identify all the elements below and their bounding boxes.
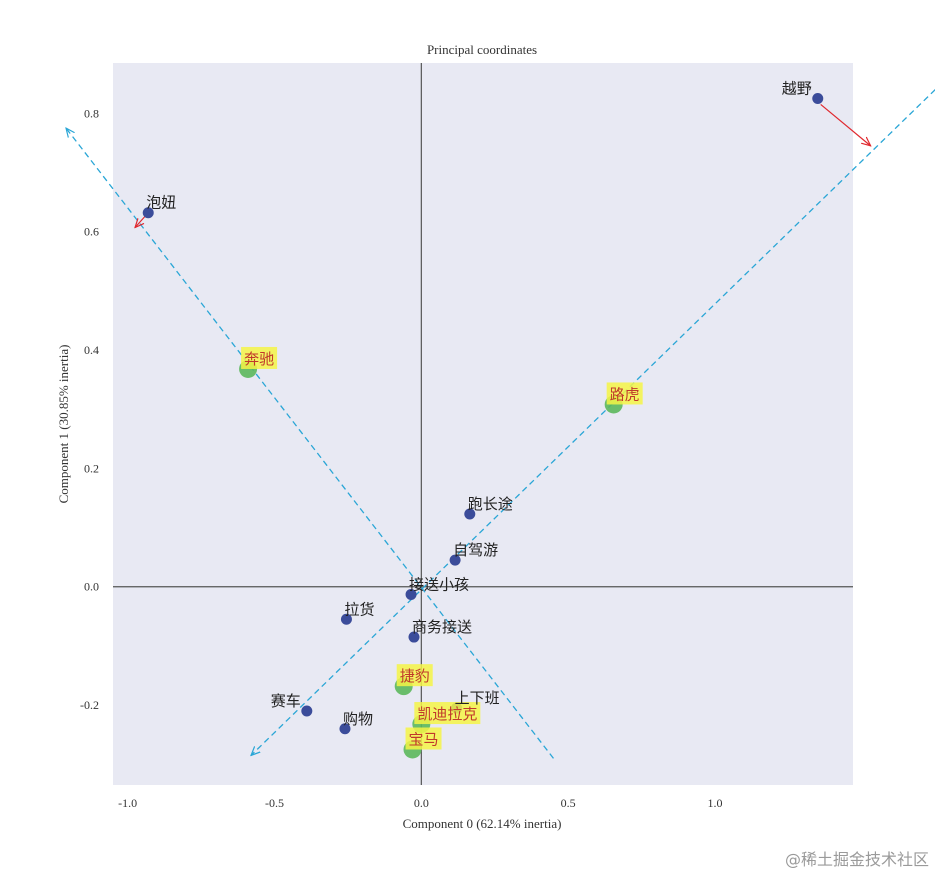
- watermark: @稀土掘金技术社区: [784, 850, 929, 869]
- y-tick-label: 0.2: [84, 461, 99, 475]
- y-tick-label: 0.0: [84, 580, 99, 594]
- row-point-1: [142, 207, 154, 219]
- row-point-label-4: 接送小孩: [409, 575, 469, 593]
- row-point-3: [449, 554, 461, 566]
- x-tick-label: 0.5: [561, 796, 576, 810]
- column-point-label-3: 凯迪拉克: [417, 705, 477, 723]
- column-point-label-4: 宝马: [409, 730, 439, 748]
- label-highlight-1: [606, 382, 643, 405]
- projection-lines: [66, 89, 935, 759]
- arrow-0: [820, 103, 871, 145]
- y-tick-label: -0.2: [80, 698, 99, 712]
- row-point-9: [339, 723, 351, 735]
- row-point-8: [301, 705, 313, 717]
- label-highlight-4: [405, 727, 442, 750]
- x-axis-label: Component 0 (62.14% inertia): [403, 816, 562, 831]
- y-tick-label: 0.4: [84, 343, 99, 357]
- x-tick-label: -0.5: [265, 796, 284, 810]
- column-point-label-0: 奔驰: [244, 350, 274, 368]
- dashed-line-0: [66, 128, 554, 759]
- x-tick-label: -1.0: [118, 796, 137, 810]
- column-point-label-2: 捷豹: [400, 667, 430, 685]
- row-point-label-8: 赛车: [271, 692, 301, 710]
- y-tick-label: 0.6: [84, 225, 99, 239]
- row-point-5: [340, 613, 352, 625]
- row-point-6: [408, 631, 420, 643]
- row-point-label-5: 拉货: [344, 600, 374, 618]
- row-point-label-3: 自驾游: [453, 541, 498, 559]
- row-point-4: [405, 588, 417, 600]
- x-tick-label: 0.0: [414, 796, 429, 810]
- label-highlight-0: [241, 346, 278, 369]
- row-point-label-7: 上下班: [455, 689, 500, 707]
- label-highlight-3: [414, 702, 481, 725]
- plot-background: [113, 63, 853, 785]
- row-point-label-1: 泡妞: [146, 194, 176, 212]
- x-tick-label: 1.0: [707, 796, 722, 810]
- y-tick-label: 0.8: [84, 106, 99, 120]
- row-point-2: [464, 508, 476, 520]
- x-axis-ticks: -1.0 -0.5 0.0 0.5 1.0: [118, 796, 722, 810]
- row-point-label-0: 越野: [782, 80, 812, 98]
- row-point-label-2: 跑长途: [468, 495, 513, 513]
- row-point-label-6: 商务接送: [412, 618, 472, 636]
- y-axis-ticks: -0.2 0.0 0.2 0.4 0.6 0.8: [80, 106, 99, 712]
- dashed-line-1: [251, 89, 935, 756]
- row-point-0: [812, 93, 824, 105]
- row-point-label-9: 购物: [343, 710, 373, 728]
- chart-title: Principal coordinates: [427, 42, 537, 57]
- column-point-label-1: 路虎: [610, 385, 640, 403]
- y-axis-label: Component 1 (30.85% inertia): [56, 345, 71, 504]
- label-highlight-2: [396, 664, 433, 687]
